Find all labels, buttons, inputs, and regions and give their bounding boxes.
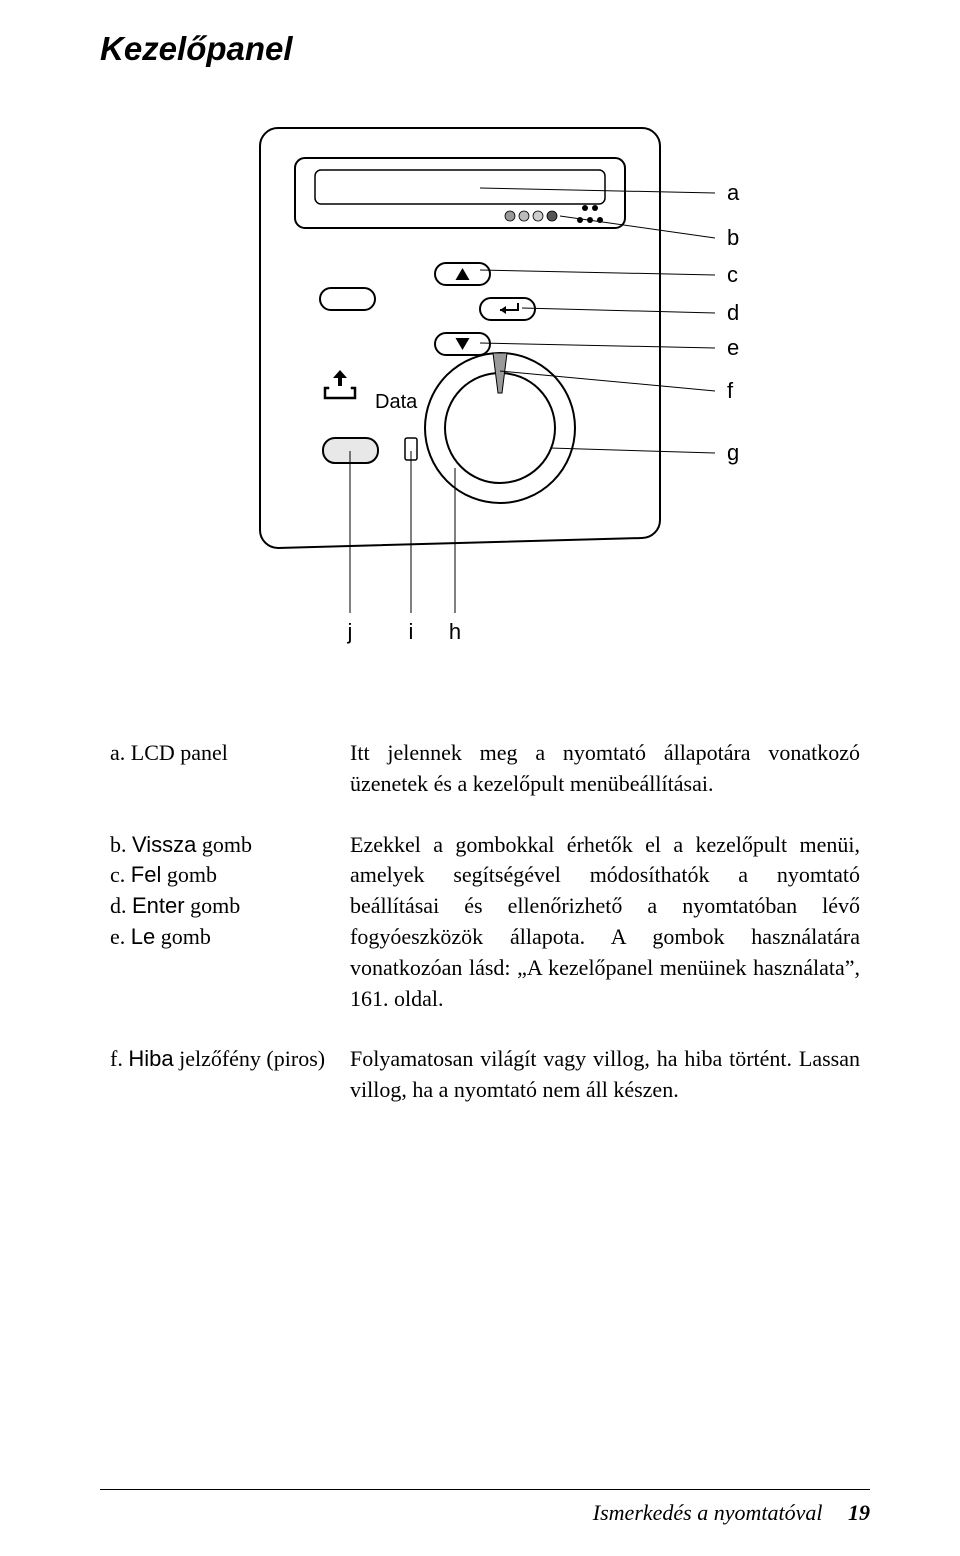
svg-text:h: h xyxy=(449,619,461,644)
term-suffix: gomb xyxy=(185,893,241,918)
term-letter: f. xyxy=(110,1046,128,1071)
definition-description: Ezekkel a gombokkal érhetők el a kezelőp… xyxy=(350,830,860,1015)
svg-text:a: a xyxy=(727,180,740,205)
svg-text:i: i xyxy=(409,619,414,644)
page-number: 19 xyxy=(848,1500,870,1525)
term-letter: b. xyxy=(110,832,132,857)
svg-text:b: b xyxy=(727,225,739,250)
svg-text:e: e xyxy=(727,335,739,360)
term-suffix: LCD panel xyxy=(131,740,228,765)
term-name: Le xyxy=(131,924,155,949)
page-footer: Ismerkedés a nyomtatóval 19 xyxy=(100,1489,870,1526)
term-name: Hiba xyxy=(128,1046,173,1071)
svg-text:Data: Data xyxy=(375,391,418,413)
footer-text: Ismerkedés a nyomtatóval xyxy=(593,1500,823,1525)
term-letter: e. xyxy=(110,924,131,949)
definition-description: Folyamatosan világít vagy villog, ha hib… xyxy=(350,1044,860,1106)
definitions-table: a. LCD panelItt jelennek meg a nyomtató … xyxy=(100,738,870,1106)
term-suffix: jelzőfény (piros) xyxy=(174,1046,326,1071)
svg-text:c: c xyxy=(727,262,738,287)
term-letter: a. xyxy=(110,740,131,765)
definition-term: f. Hiba jelzőfény (piros) xyxy=(110,1044,350,1106)
term-suffix: gomb xyxy=(196,832,252,857)
definition-description: Itt jelennek meg a nyomtató állapotára v… xyxy=(350,738,860,800)
term-letter: c. xyxy=(110,862,131,887)
term-name: Fel xyxy=(131,862,162,887)
control-panel-diagram: Data abcdef g j i h xyxy=(100,108,870,668)
term-suffix: gomb xyxy=(161,862,217,887)
term-name: Enter xyxy=(132,893,185,918)
definition-term: b. Vissza gomb c. Fel gomb d. Enter gomb e.… xyxy=(110,830,350,1015)
page-title: Kezelőpanel xyxy=(100,30,870,68)
svg-text:g: g xyxy=(727,440,739,465)
term-name: Vissza xyxy=(132,832,196,857)
term-letter: d. xyxy=(110,893,132,918)
svg-text:d: d xyxy=(727,300,739,325)
definition-term: a. LCD panel xyxy=(110,738,350,800)
term-suffix: gomb xyxy=(155,924,211,949)
svg-text:f: f xyxy=(727,378,734,403)
svg-text:j: j xyxy=(347,619,353,644)
